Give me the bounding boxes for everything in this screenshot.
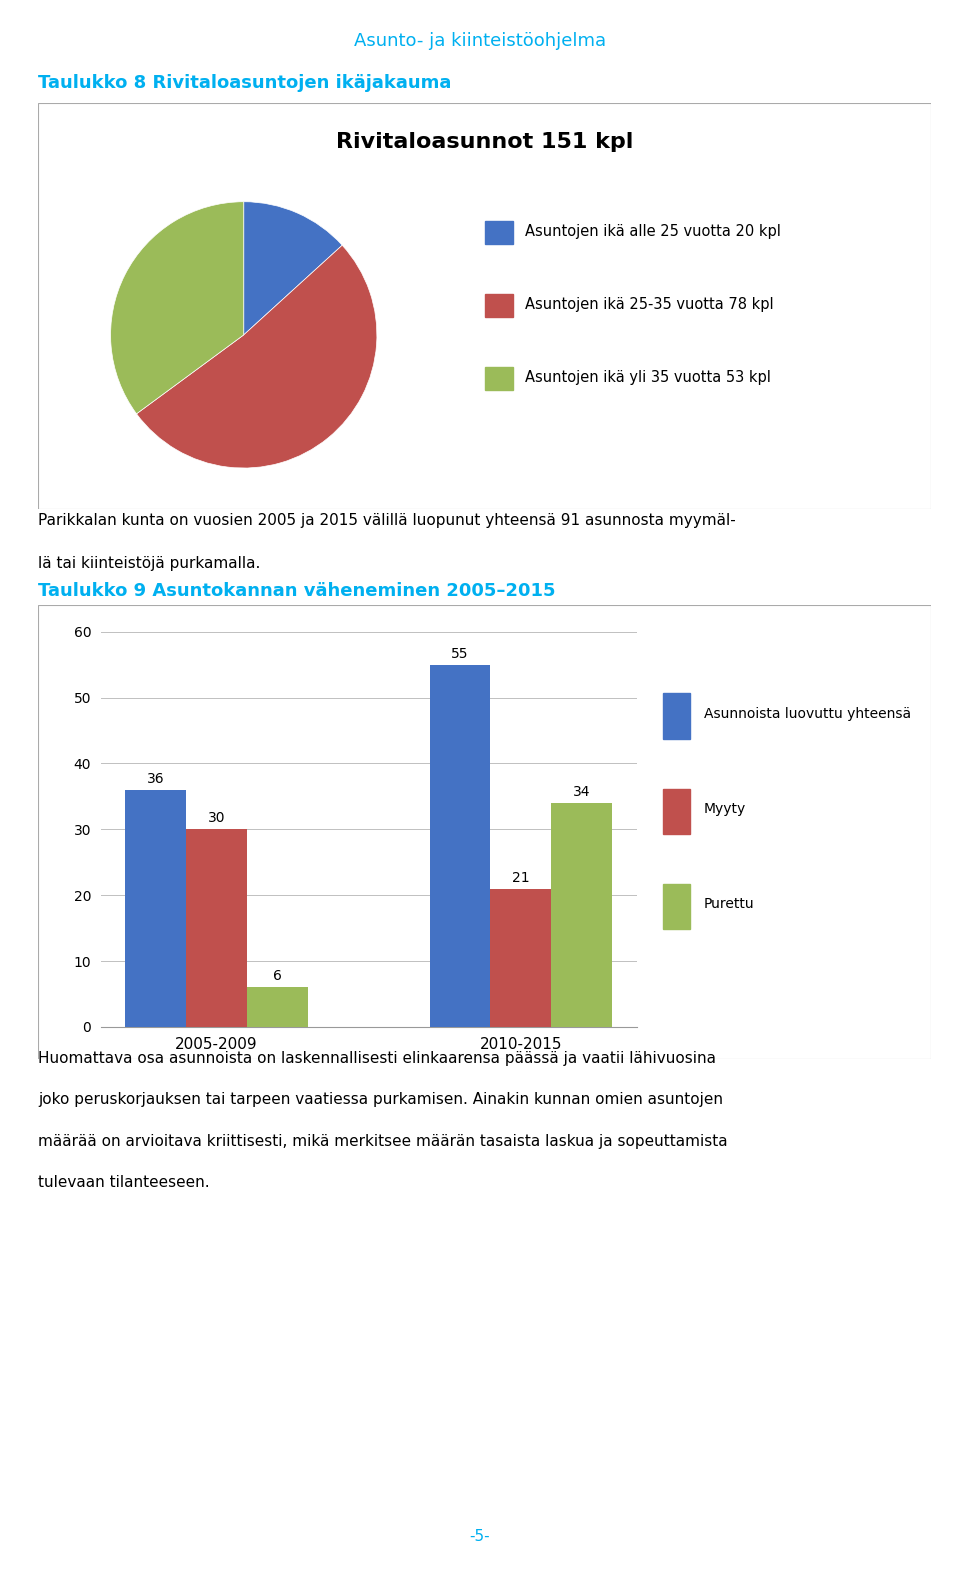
Text: -5-: -5- bbox=[469, 1528, 491, 1544]
Text: Taulukko 8 Rivitaloasuntojen ikäjakauma: Taulukko 8 Rivitaloasuntojen ikäjakauma bbox=[38, 73, 452, 92]
Text: Asunto- ja kiinteistöohjelma: Asunto- ja kiinteistöohjelma bbox=[354, 32, 606, 49]
Bar bbox=[663, 788, 690, 834]
Bar bbox=[485, 295, 514, 317]
Text: Huomattava osa asunnoista on laskennallisesti elinkaarensa päässä ja vaatii lähi: Huomattava osa asunnoista on laskennalli… bbox=[38, 1051, 716, 1065]
Text: Parikkalan kunta on vuosien 2005 ja 2015 välillä luopunut yhteensä 91 asunnosta : Parikkalan kunta on vuosien 2005 ja 2015… bbox=[38, 513, 736, 527]
Text: tulevaan tilanteeseen.: tulevaan tilanteeseen. bbox=[38, 1175, 210, 1189]
Text: Asuntojen ikä yli 35 vuotta 53 kpl: Asuntojen ikä yli 35 vuotta 53 kpl bbox=[525, 369, 771, 385]
Bar bbox=[663, 694, 690, 739]
Text: joko peruskorjauksen tai tarpeen vaatiessa purkamisen. Ainakin kunnan omien asun: joko peruskorjauksen tai tarpeen vaaties… bbox=[38, 1092, 724, 1106]
Text: Purettu: Purettu bbox=[704, 898, 755, 911]
Text: Asuntojen ikä alle 25 vuotta 20 kpl: Asuntojen ikä alle 25 vuotta 20 kpl bbox=[525, 224, 780, 239]
Text: lä tai kiinteistöjä purkamalla.: lä tai kiinteistöjä purkamalla. bbox=[38, 557, 261, 572]
Bar bbox=[485, 221, 514, 244]
Bar bbox=[485, 368, 514, 390]
Text: Taulukko 9 Asuntokannan väheneminen 2005–2015: Taulukko 9 Asuntokannan väheneminen 2005… bbox=[38, 581, 556, 600]
Text: Asunnoista luovuttu yhteensä: Asunnoista luovuttu yhteensä bbox=[704, 707, 911, 721]
Text: Rivitaloasunnot 151 kpl: Rivitaloasunnot 151 kpl bbox=[336, 132, 634, 151]
Text: Myyty: Myyty bbox=[704, 802, 746, 817]
Bar bbox=[663, 884, 690, 930]
Text: määrää on arvioitava kriittisesti, mikä merkitsee määrän tasaista laskua ja sope: määrää on arvioitava kriittisesti, mikä … bbox=[38, 1134, 728, 1148]
Text: Asuntojen ikä 25-35 vuotta 78 kpl: Asuntojen ikä 25-35 vuotta 78 kpl bbox=[525, 298, 774, 312]
